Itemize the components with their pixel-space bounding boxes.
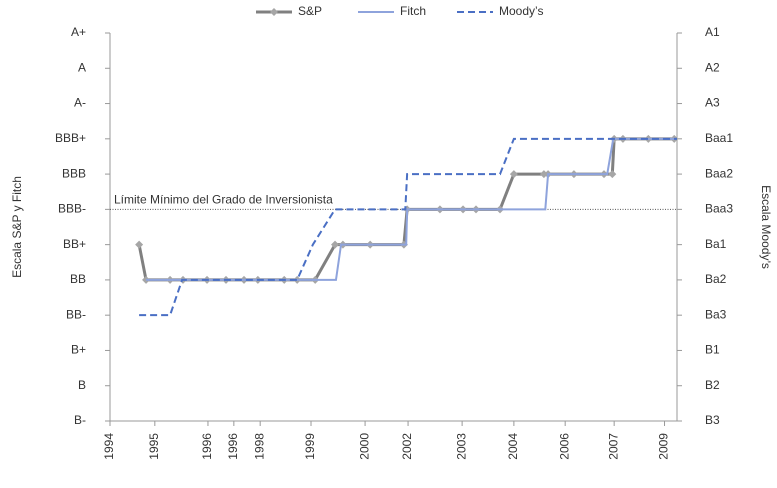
data-point <box>135 240 144 249</box>
legend-marker <box>270 8 278 16</box>
y2-tick-label: Ba3 <box>705 307 727 321</box>
x-tick-label: 1999 <box>303 433 317 460</box>
legend-label: Fitch <box>400 4 426 18</box>
x-tick-label: 2000 <box>357 433 371 460</box>
x-tick-label: 1996 <box>200 433 214 460</box>
x-tick-label: 2007 <box>606 433 620 460</box>
y2-tick-label: Baa1 <box>705 131 733 145</box>
y2-tick-label: Baa2 <box>705 166 733 180</box>
x-tick-label: 2002 <box>400 433 414 460</box>
data-point <box>331 240 340 249</box>
y-tick-label: B <box>78 378 86 392</box>
y2-axis-label: Escala Moody’s <box>759 185 773 269</box>
x-tick-label: 2009 <box>657 433 671 460</box>
x-tick-label: 1994 <box>102 433 116 460</box>
legend-label: Moody’s <box>499 4 543 18</box>
y2-tick-label: Ba1 <box>705 237 727 251</box>
y-tick-label: BB+ <box>63 237 86 251</box>
y2-tick-label: Ba2 <box>705 272 727 286</box>
data-point <box>608 170 617 179</box>
x-tick-label: 1998 <box>252 433 266 460</box>
y-tick-label: BB <box>70 272 86 286</box>
y-tick-label: BB- <box>66 307 86 321</box>
y2-tick-label: B2 <box>705 378 720 392</box>
x-tick-label: 2003 <box>454 433 468 460</box>
annotation: Límite Mínimo del Grado de Inversionista <box>114 193 333 207</box>
y2-tick-label: Baa3 <box>705 202 733 216</box>
y2-tick-label: B3 <box>705 413 720 427</box>
y-tick-label: BBB <box>62 166 86 180</box>
y2-tick-label: A2 <box>705 60 720 74</box>
y-tick-label: B+ <box>71 343 86 357</box>
series-line <box>146 137 677 281</box>
y-tick-label: A- <box>74 96 86 110</box>
data-point <box>539 170 548 179</box>
y-tick-label: A <box>78 60 86 74</box>
x-tick-label: 1996 <box>226 433 240 460</box>
y2-tick-label: A1 <box>705 25 720 39</box>
legend-label: S&P <box>298 4 322 18</box>
y2-tick-label: A3 <box>705 96 720 110</box>
y-axis-label: Escala S&P y Fitch <box>10 176 24 278</box>
y-tick-label: B- <box>74 413 86 427</box>
y-tick-label: A+ <box>71 25 86 39</box>
data-point <box>509 170 518 179</box>
x-tick-label: 2004 <box>506 433 520 460</box>
x-tick-label: 1995 <box>147 433 161 460</box>
series-line <box>139 137 677 317</box>
x-tick-label: 2006 <box>557 433 571 460</box>
y2-tick-label: B1 <box>705 343 720 357</box>
y-tick-label: BBB+ <box>55 131 86 145</box>
y-tick-label: BBB- <box>58 202 86 216</box>
